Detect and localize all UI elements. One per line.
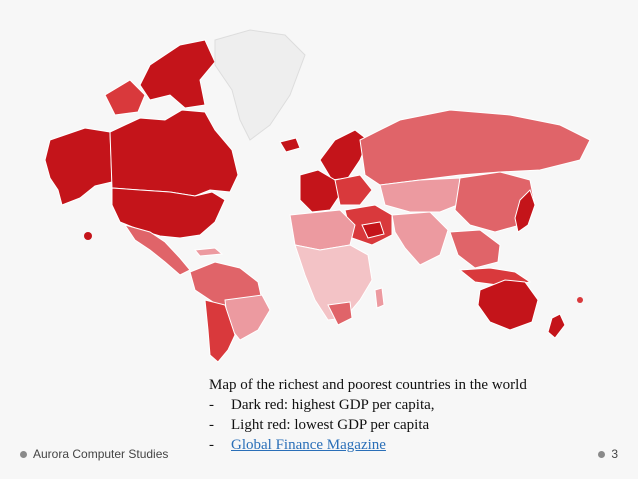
caption-title: Map of the richest and poorest countries… bbox=[209, 377, 527, 393]
caption-dash: - bbox=[209, 437, 214, 453]
region-south-asia bbox=[391, 211, 449, 266]
region-hawaii bbox=[84, 232, 92, 240]
region-western-europe bbox=[299, 169, 341, 213]
region-africa bbox=[294, 244, 373, 321]
region-mexico bbox=[123, 224, 191, 276]
caption-item-dark: - Dark red: highest GDP per capita, bbox=[209, 395, 609, 415]
region-greenland bbox=[214, 29, 306, 141]
bullet-dot-icon bbox=[598, 450, 606, 458]
bullet-dot-icon bbox=[20, 450, 27, 458]
map-caption: Map of the richest and poorest countries… bbox=[209, 375, 609, 455]
region-alaska bbox=[44, 127, 113, 206]
source-link[interactable]: Global Finance Magazine bbox=[231, 437, 386, 453]
region-canada bbox=[109, 109, 239, 197]
region-usa bbox=[111, 187, 226, 239]
region-japan bbox=[514, 189, 536, 233]
page-number: 3 bbox=[611, 447, 618, 461]
region-pacific-island bbox=[577, 297, 583, 303]
footer-right: 3 bbox=[598, 446, 618, 462]
region-gulf bbox=[361, 221, 385, 239]
caption-item-light: - Light red: lowest GDP per capita bbox=[209, 415, 609, 435]
region-australia bbox=[477, 279, 539, 331]
footer-left: Aurora Computer Studies bbox=[20, 446, 168, 462]
region-southeast-asia bbox=[449, 229, 501, 269]
region-scandinavia bbox=[319, 129, 369, 181]
caption-dash: - bbox=[209, 397, 214, 413]
region-caribbean bbox=[194, 247, 224, 257]
caption-dash: - bbox=[209, 417, 214, 433]
caption-item-text: Light red: lowest GDP per capita bbox=[231, 417, 430, 433]
region-southern-africa bbox=[327, 301, 353, 326]
caption-item-source: - Global Finance Magazine bbox=[209, 435, 609, 455]
region-madagascar bbox=[374, 287, 385, 309]
caption-item-text: Dark red: highest GDP per capita, bbox=[231, 397, 435, 413]
region-south-america-south bbox=[204, 299, 236, 363]
region-new-zealand bbox=[547, 313, 566, 339]
region-eastern-europe bbox=[334, 174, 373, 206]
region-russia bbox=[359, 109, 591, 186]
region-arctic-islands-2 bbox=[104, 79, 146, 116]
region-arctic-islands bbox=[139, 39, 216, 109]
footer-author: Aurora Computer Studies bbox=[33, 447, 169, 461]
region-iceland bbox=[279, 137, 301, 153]
region-central-asia bbox=[379, 177, 471, 213]
region-north-africa bbox=[289, 209, 356, 251]
world-gdp-map bbox=[44, 29, 591, 363]
